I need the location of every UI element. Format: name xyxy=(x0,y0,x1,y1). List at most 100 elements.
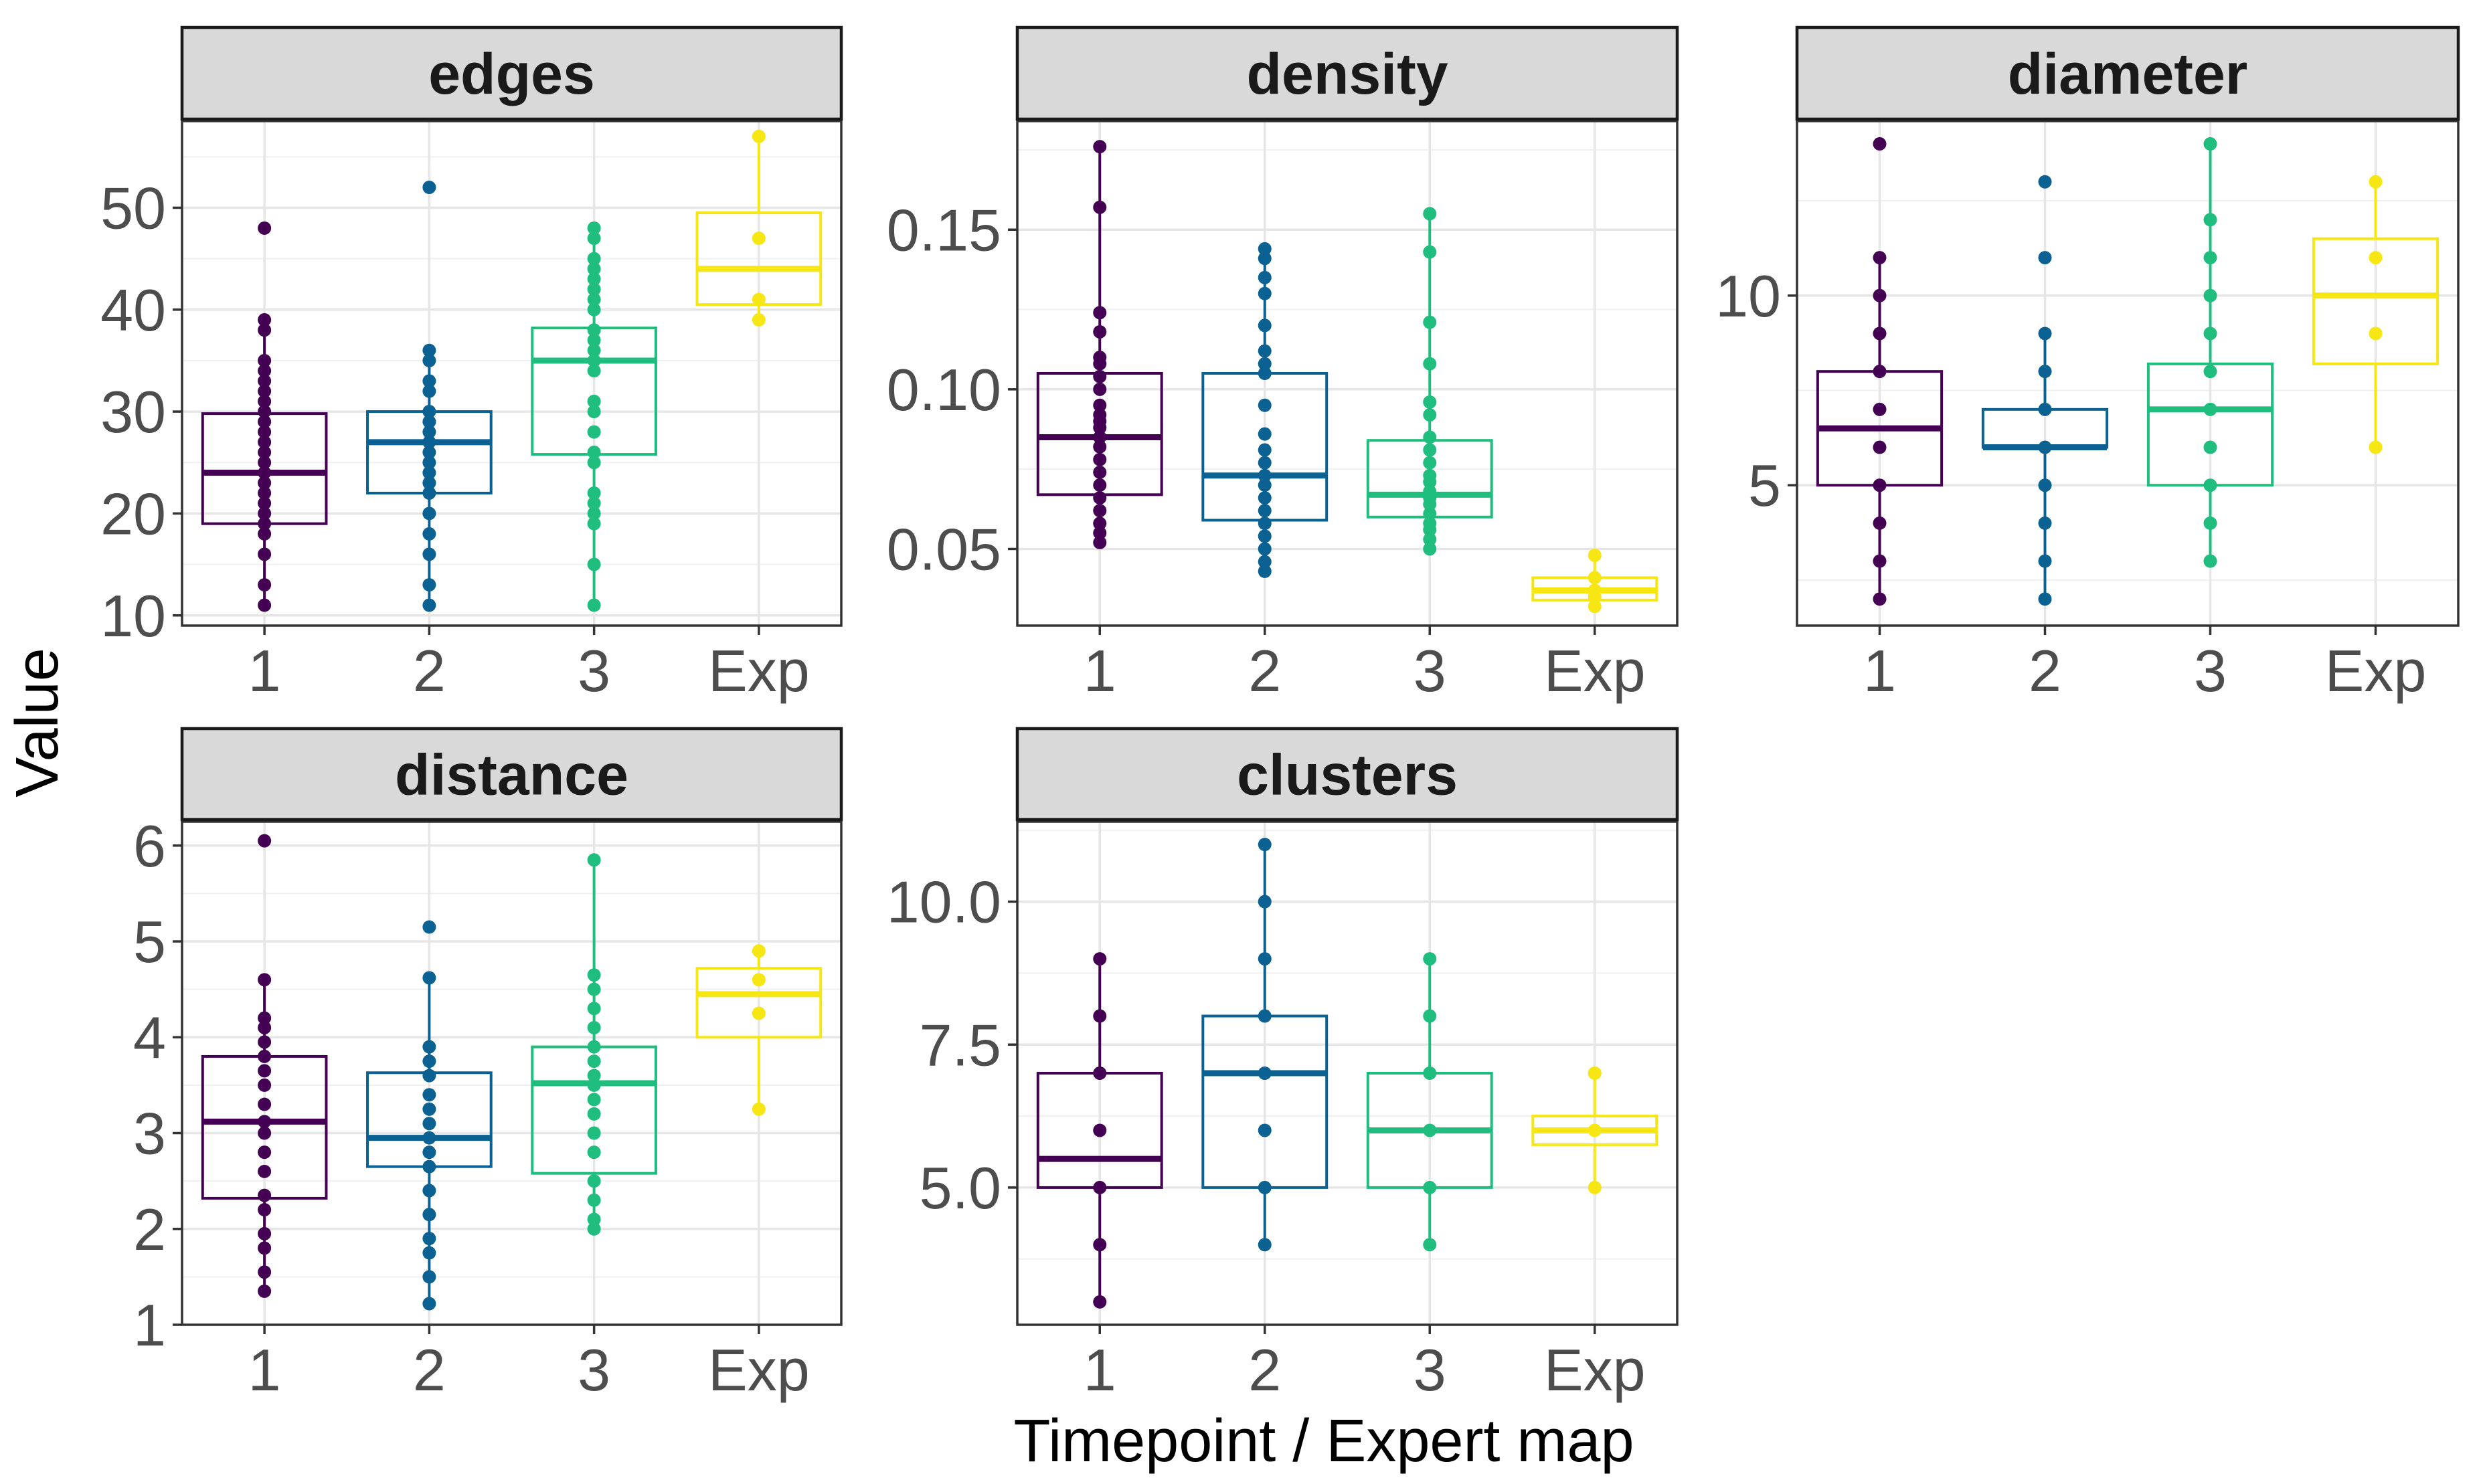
data-point xyxy=(587,1002,601,1016)
data-point xyxy=(422,466,436,480)
data-point xyxy=(422,343,436,357)
data-point xyxy=(1873,288,1887,302)
data-point xyxy=(1423,245,1437,259)
x-tick-label: 3 xyxy=(578,1337,610,1403)
data-point xyxy=(587,302,601,316)
panel-background xyxy=(1797,121,2458,626)
data-point xyxy=(422,486,436,500)
strip-title: distance xyxy=(395,743,628,808)
y-tick-label: 6 xyxy=(133,813,166,879)
data-point xyxy=(1258,318,1272,333)
data-point xyxy=(422,1160,436,1174)
data-point xyxy=(587,486,601,500)
data-point xyxy=(258,415,272,429)
data-point xyxy=(258,1011,272,1025)
data-point xyxy=(1093,382,1107,396)
y-tick-label: 4 xyxy=(133,1004,166,1071)
data-point xyxy=(587,394,601,408)
panel-border xyxy=(1016,120,1679,627)
data-point xyxy=(1873,592,1887,606)
data-point xyxy=(2369,175,2383,189)
data-point xyxy=(587,557,601,571)
data-point xyxy=(2369,440,2383,454)
data-point xyxy=(587,343,601,357)
box-density-2 xyxy=(1201,242,1329,578)
data-point xyxy=(1423,430,1437,444)
data-point xyxy=(2369,327,2383,341)
data-point xyxy=(1093,440,1107,454)
data-point xyxy=(422,1270,436,1284)
data-point xyxy=(2203,327,2217,341)
y-tick-label: 3 xyxy=(133,1101,166,1167)
data-point xyxy=(422,1117,436,1131)
data-point xyxy=(1423,408,1437,422)
data-point xyxy=(1258,286,1272,300)
data-point xyxy=(422,578,436,592)
data-point xyxy=(258,1241,272,1255)
data-point xyxy=(1258,895,1272,909)
data-point xyxy=(258,1164,272,1178)
data-point xyxy=(1423,315,1437,329)
data-point xyxy=(1258,357,1272,371)
data-point xyxy=(2038,402,2052,416)
data-point xyxy=(587,272,601,286)
data-point xyxy=(587,353,601,367)
data-point xyxy=(1093,1066,1107,1080)
data-point xyxy=(587,292,601,306)
x-tick-label: Exp xyxy=(2325,638,2427,704)
data-point xyxy=(422,1297,436,1311)
data-point xyxy=(587,1222,601,1236)
box-clusters-1 xyxy=(1036,952,1163,1309)
box-diameter-1 xyxy=(1816,137,1944,606)
data-point xyxy=(587,982,601,996)
y-tick-label: 20 xyxy=(100,480,166,547)
data-point xyxy=(258,1188,272,1202)
box-diameter-Exp xyxy=(2312,175,2440,454)
panel-edges: 10 20 30 40 50 1 2 3 Exp edges xyxy=(100,25,843,704)
data-point xyxy=(422,353,436,367)
data-point xyxy=(587,282,601,296)
box-distance-1 xyxy=(201,834,328,1298)
data-point xyxy=(1258,504,1272,518)
data-point xyxy=(422,456,436,470)
data-point xyxy=(587,221,601,235)
data-point xyxy=(587,598,601,612)
y-tick-label: 40 xyxy=(100,277,166,343)
data-point xyxy=(258,1064,272,1078)
x-tick-label: 3 xyxy=(1414,638,1446,704)
panel-distance: 1 2 3 4 5 6 1 2 3 Exp distance xyxy=(133,727,843,1403)
data-point xyxy=(2203,251,2217,265)
strip-clusters xyxy=(1015,727,1679,822)
x-tick-label: 2 xyxy=(1248,638,1281,704)
data-point xyxy=(422,1131,436,1145)
data-point xyxy=(1873,440,1887,454)
data-point xyxy=(258,1145,272,1160)
data-point xyxy=(2203,516,2217,530)
panel-density: 0.05 0.10 0.15 1 2 3 Exp density xyxy=(887,25,1679,704)
data-point xyxy=(2038,516,2052,530)
data-point xyxy=(1093,351,1107,365)
data-point xyxy=(258,221,272,235)
data-point xyxy=(1093,535,1107,549)
data-point xyxy=(752,1006,766,1020)
y-tick-label: 0.15 xyxy=(887,197,1001,263)
data-point xyxy=(258,384,272,398)
data-point xyxy=(258,456,272,470)
data-point xyxy=(1423,506,1437,521)
panel-clusters: 5.0 7.5 10.0 1 2 3 Exp clusters xyxy=(887,727,1679,1403)
x-tick-label: Exp xyxy=(1544,638,1646,704)
x-tick-label: 3 xyxy=(1414,1337,1446,1403)
data-point xyxy=(1258,252,1272,266)
data-point xyxy=(1588,1123,1602,1137)
data-point xyxy=(258,323,272,337)
data-point xyxy=(2203,365,2217,379)
box-edges-3 xyxy=(531,221,657,612)
data-point xyxy=(1258,1238,1272,1252)
data-point xyxy=(1873,402,1887,416)
data-point xyxy=(587,853,601,867)
data-point xyxy=(1873,516,1887,530)
data-point xyxy=(258,973,272,987)
x-tick-label: Exp xyxy=(708,638,810,704)
y-tick-label: 5 xyxy=(133,909,166,975)
